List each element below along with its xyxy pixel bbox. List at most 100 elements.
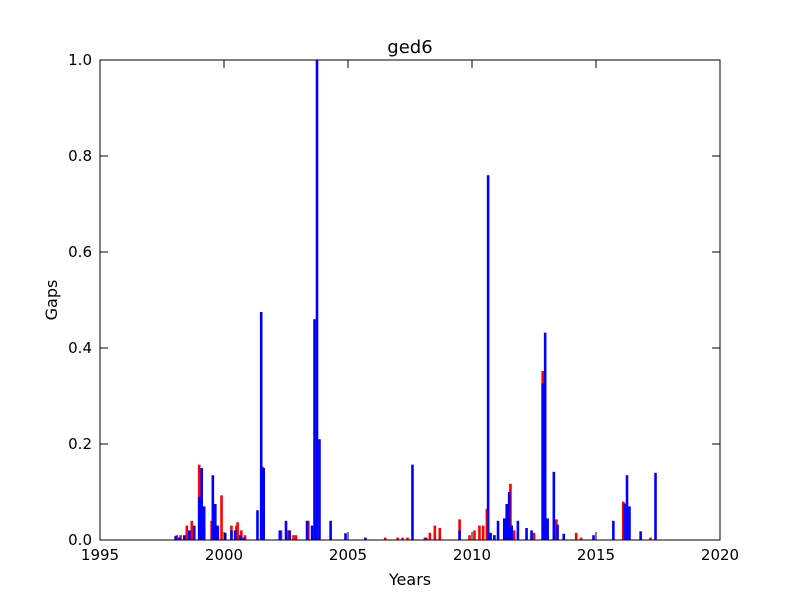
bar: [344, 533, 347, 540]
x-tick-label: 2010: [453, 546, 491, 564]
bar: [288, 530, 292, 540]
bar: [401, 537, 404, 540]
bar: [625, 475, 629, 540]
bar: [473, 530, 476, 540]
bar: [628, 506, 631, 540]
bar: [532, 532, 536, 540]
x-tick-label: 2015: [577, 546, 615, 564]
y-tick-label: 0.8: [68, 147, 92, 165]
bar: [318, 439, 321, 540]
bar: [505, 504, 509, 540]
bar: [202, 506, 206, 540]
plot-area: [100, 60, 720, 540]
bar: [284, 520, 288, 540]
bar: [458, 530, 461, 540]
y-tick-label: 0.6: [68, 243, 92, 261]
bar: [552, 471, 556, 540]
bar: [516, 520, 520, 540]
x-tick-label: 2020: [701, 546, 739, 564]
bar: [313, 319, 316, 540]
bar: [574, 532, 578, 540]
bar: [185, 525, 189, 540]
bar: [315, 60, 319, 540]
y-tick-label: 1.0: [68, 51, 92, 69]
chart-title: ged6: [387, 37, 432, 58]
x-axis-ticks: 1995 2000 2005 2010 2015 2020: [81, 60, 739, 564]
bar: [481, 525, 485, 540]
bar: [478, 525, 481, 540]
bar: [562, 533, 566, 540]
bar: [424, 537, 428, 540]
x-tick-label: 2005: [329, 546, 367, 564]
bar: [174, 536, 177, 540]
bar: [242, 537, 246, 540]
bar: [183, 535, 186, 540]
bar: [623, 503, 626, 540]
bar: [543, 332, 547, 540]
bar: [214, 504, 217, 540]
bar: [197, 496, 201, 540]
bar: [579, 537, 583, 540]
bar: [292, 535, 295, 540]
bar: [259, 312, 263, 540]
y-axis-label: Gaps: [42, 280, 61, 321]
bar: [305, 520, 309, 540]
bar: [396, 537, 399, 540]
bar: [510, 525, 513, 540]
bar: [278, 530, 282, 540]
plot-frame: [99, 59, 721, 541]
x-tick-label: 2000: [205, 546, 243, 564]
bar: [592, 535, 595, 540]
bar: [406, 537, 409, 540]
bar: [502, 518, 506, 540]
bar: [428, 532, 432, 540]
y-tick-label: 0.4: [68, 339, 92, 357]
x-tick-label: 1995: [81, 546, 119, 564]
y-tick-label: 0.2: [68, 435, 92, 453]
bar: [236, 522, 239, 540]
bar: [233, 530, 237, 540]
y-tick-label: 0.0: [68, 531, 92, 549]
bar: [525, 528, 528, 540]
bar: [262, 468, 265, 540]
bar: [187, 530, 191, 540]
bar: [294, 535, 298, 540]
bar: [654, 472, 657, 540]
bar: [649, 537, 652, 540]
bar: [612, 520, 615, 540]
bar: [329, 520, 332, 540]
bar: [541, 383, 544, 540]
bar: [192, 525, 196, 540]
bar: [211, 475, 215, 540]
bar: [493, 535, 496, 540]
bar: [223, 532, 227, 540]
series-blue-bars: [174, 60, 657, 540]
bar: [310, 525, 314, 540]
bar: [512, 530, 516, 540]
bar: [433, 525, 437, 540]
bar: [230, 530, 233, 540]
bar: [364, 537, 367, 540]
y-axis-ticks: 0.0 0.2 0.4 0.6 0.8 1.0: [68, 51, 720, 549]
bar: [458, 519, 461, 540]
bar: [178, 537, 181, 540]
bar: [200, 468, 203, 540]
bar: [486, 175, 490, 540]
bar: [438, 528, 442, 540]
bar: [238, 535, 242, 540]
x-axis-label: Years: [388, 570, 431, 589]
bar: [639, 531, 642, 540]
bar: [190, 520, 194, 540]
bar: [256, 510, 259, 540]
bar: [383, 537, 387, 540]
bar: [216, 525, 220, 540]
bar: [530, 530, 533, 540]
bar: [496, 520, 500, 540]
bar: [411, 464, 414, 540]
bar: [468, 535, 471, 540]
bar: [507, 492, 511, 540]
bar: [220, 495, 223, 540]
bar: [546, 518, 549, 540]
bar: [489, 532, 492, 540]
